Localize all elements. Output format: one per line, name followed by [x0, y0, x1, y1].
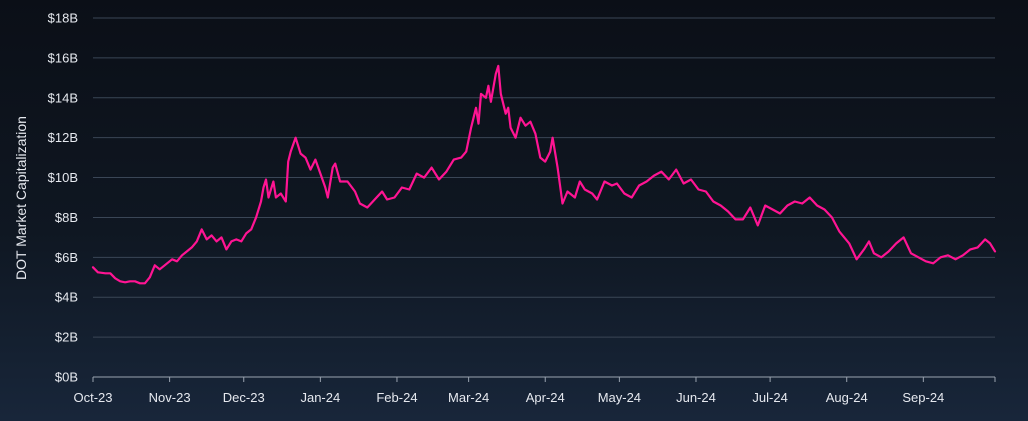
y-tick-label: $0B	[55, 370, 78, 385]
y-tick-label: $4B	[55, 290, 78, 305]
x-tick-label: Jan-24	[300, 390, 340, 405]
y-tick-label: $8B	[55, 210, 78, 225]
x-tick-label: Nov-23	[149, 390, 191, 405]
y-tick-label: $6B	[55, 250, 78, 265]
x-tick-label: Feb-24	[376, 390, 417, 405]
series-line-0	[91, 64, 997, 285]
x-tick-label: Mar-24	[448, 390, 489, 405]
x-axis-ticks: Oct-23 Nov-23 Dec-23 Jan-24 Feb-24 Mar-24 Apr-…	[73, 377, 944, 405]
x-tick-label: Oct-23	[73, 390, 112, 405]
x-tick-label: Jul-24	[752, 390, 787, 405]
y-tick-label: $12B	[48, 130, 78, 145]
y-tick-label: $16B	[48, 50, 78, 65]
x-axis	[93, 376, 996, 382]
x-tick-label: May-24	[598, 390, 641, 405]
gridlines	[93, 17, 995, 338]
series-layer	[91, 64, 997, 285]
y-axis-ticks: $0B $2B $4B $6B $8B $10B $12B $14B $16B $18B	[48, 11, 78, 385]
y-axis-label: DOT Market Capitalization	[13, 116, 29, 280]
x-tick-label: Sep-24	[902, 390, 944, 405]
x-tick-label: Apr-24	[526, 390, 565, 405]
y-tick-label: $10B	[48, 170, 78, 185]
y-tick-label: $18B	[48, 11, 78, 26]
y-tick-label: $2B	[55, 330, 78, 345]
y-tick-label: $14B	[48, 90, 78, 105]
x-tick-label: Jun-24	[676, 390, 716, 405]
x-tick-label: Aug-24	[826, 390, 868, 405]
x-tick-label: Dec-23	[223, 390, 265, 405]
